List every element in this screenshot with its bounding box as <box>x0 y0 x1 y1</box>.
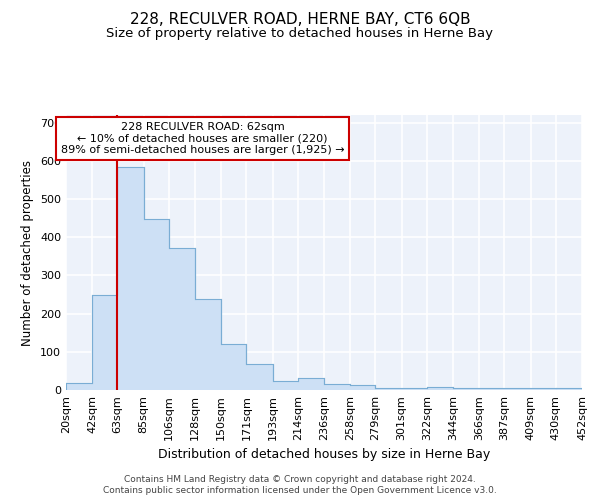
X-axis label: Distribution of detached houses by size in Herne Bay: Distribution of detached houses by size … <box>158 448 490 462</box>
Text: Size of property relative to detached houses in Herne Bay: Size of property relative to detached ho… <box>107 28 493 40</box>
Text: 228, RECULVER ROAD, HERNE BAY, CT6 6QB: 228, RECULVER ROAD, HERNE BAY, CT6 6QB <box>130 12 470 28</box>
Text: 228 RECULVER ROAD: 62sqm
← 10% of detached houses are smaller (220)
89% of semi-: 228 RECULVER ROAD: 62sqm ← 10% of detach… <box>61 122 344 155</box>
Y-axis label: Number of detached properties: Number of detached properties <box>22 160 34 346</box>
Text: Contains HM Land Registry data © Crown copyright and database right 2024.: Contains HM Land Registry data © Crown c… <box>124 475 476 484</box>
Text: Contains public sector information licensed under the Open Government Licence v3: Contains public sector information licen… <box>103 486 497 495</box>
